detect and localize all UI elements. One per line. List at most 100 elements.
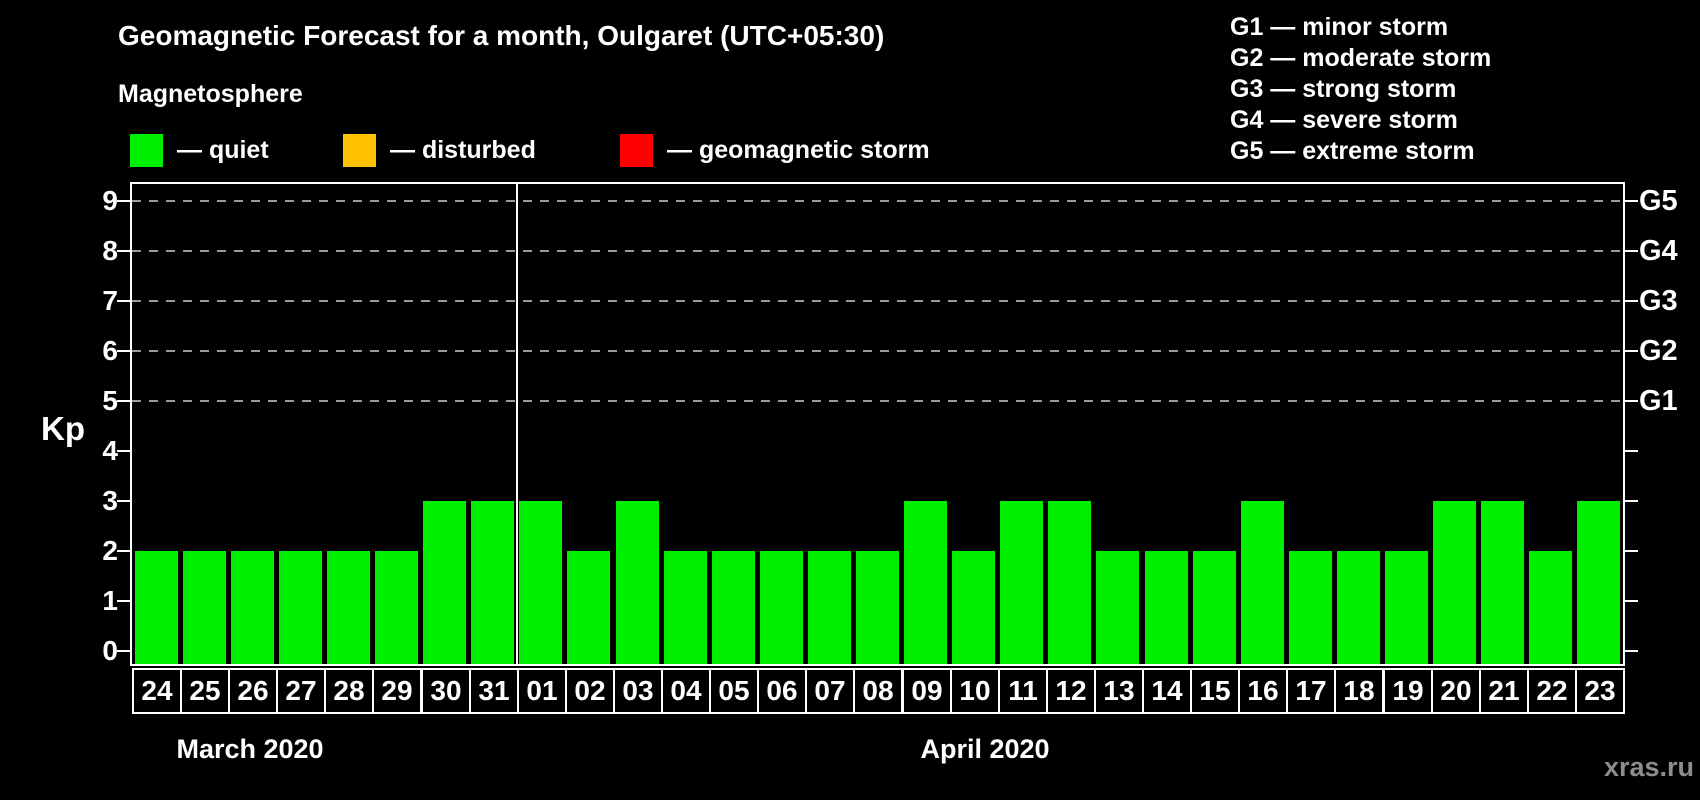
gridline-kp9 [132,200,1623,202]
date-label-24: 24 [132,668,182,714]
left-tick-kp6 [117,350,130,352]
date-label-18: 18 [1334,668,1384,714]
left-tick-kp1 [117,600,130,602]
date-label-11: 11 [998,668,1048,714]
date-label-19: 19 [1383,668,1433,714]
chart-title: Geomagnetic Forecast for a month, Oulgar… [118,20,885,51]
kp-bar-day-09 [904,501,947,664]
month-separator-1 [516,184,518,664]
plot-inner [117,184,1638,664]
kp-tick-label-1: 1 [102,585,118,616]
geomagnetic-storm-color-swatch [620,133,653,167]
kp-bar-day-11 [1000,501,1043,664]
date-label-12: 12 [1046,668,1096,714]
g-tick-label-G2: G2 [1639,335,1678,367]
kp-bar-day-25 [183,551,226,664]
g-legend-line-3: G3 — strong storm [1230,75,1457,103]
date-label-09: 09 [902,668,952,714]
kp-bar-day-18 [1337,551,1380,664]
right-tick-kp9 [1625,200,1638,202]
kp-tick-label-0: 0 [102,635,118,666]
kp-bar-day-29 [375,551,418,664]
kp-bar-day-28 [327,551,370,664]
left-tick-kp8 [117,250,130,252]
date-label-27: 27 [276,668,326,714]
g-legend-line-1: G1 — minor storm [1230,13,1449,41]
kp-tick-label-9: 9 [102,185,118,216]
gridline-kp5 [132,400,1623,402]
date-label-25: 25 [180,668,230,714]
left-tick-kp3 [117,500,130,502]
kp-bar-day-21 [1481,501,1524,664]
g-legend-line-5: G5 — extreme storm [1230,137,1475,165]
kp-bar-day-16 [1241,501,1284,664]
date-label-13: 13 [1094,668,1144,714]
kp-bar-day-14 [1145,551,1188,664]
legend-item-quiet: — quiet [130,133,269,167]
right-tick-kp5 [1625,400,1638,402]
date-label-02: 02 [565,668,615,714]
kp-bar-day-20 [1433,501,1476,664]
kp-bar-day-05 [712,551,755,664]
g-tick-label-G5: G5 [1639,185,1678,217]
quiet-color-swatch [130,133,163,167]
right-tick-kp8 [1625,250,1638,252]
kp-bar-day-26 [231,551,274,664]
right-tick-kp4 [1625,450,1638,452]
kp-bar-day-27 [279,551,322,664]
kp-tick-label-4: 4 [102,435,118,466]
legend-label-quiet: — quiet [177,135,269,164]
date-label-03: 03 [613,668,663,714]
date-label-07: 07 [805,668,855,714]
kp-bar-day-12 [1048,501,1091,664]
plot-area [117,182,1638,666]
date-label-04: 04 [661,668,711,714]
date-label-01: 01 [517,668,567,714]
date-label-28: 28 [324,668,374,714]
kp-tick-label-8: 8 [102,235,118,266]
left-tick-kp9 [117,200,130,202]
date-label-31: 31 [469,668,519,714]
kp-bar-day-31 [471,501,514,664]
kp-bar-day-30 [423,501,466,664]
kp-bar-day-02 [567,551,610,664]
date-label-16: 16 [1238,668,1288,714]
g-tick-label-G4: G4 [1639,235,1678,267]
date-label-30: 30 [421,668,471,714]
kp-bar-day-19 [1385,551,1428,664]
kp-bar-day-24 [135,551,178,664]
legend-item-disturbed: — disturbed [343,133,536,167]
kp-tick-label-5: 5 [102,385,118,416]
kp-bar-day-13 [1096,551,1139,664]
kp-bar-day-23 [1577,501,1620,664]
kp-bar-day-22 [1529,551,1572,664]
right-tick-kp7 [1625,300,1638,302]
kp-bar-day-17 [1289,551,1332,664]
left-tick-kp7 [117,300,130,302]
date-label-05: 05 [709,668,759,714]
left-tick-kp4 [117,450,130,452]
g-legend-line-2: G2 — moderate storm [1230,44,1492,72]
date-label-14: 14 [1142,668,1192,714]
watermark: xras.ru [1603,752,1694,782]
date-label-15: 15 [1190,668,1240,714]
left-tick-kp0 [117,650,130,652]
kp-tick-label-2: 2 [102,535,118,566]
y-axis-title: Kp [41,410,85,447]
kp-bar-day-08 [856,551,899,664]
kp-bar-day-07 [808,551,851,664]
kp-bar-day-10 [952,551,995,664]
date-label-22: 22 [1527,668,1577,714]
g-tick-label-G1: G1 [1639,385,1678,417]
legend-item-geomagnetic-storm: — geomagnetic storm [620,133,930,167]
legend-label-geomagnetic-storm: — geomagnetic storm [667,135,930,164]
left-tick-kp2 [117,550,130,552]
kp-tick-label-3: 3 [102,485,118,516]
gridline-kp7 [132,300,1623,302]
kp-bar-day-04 [664,551,707,664]
kp-tick-label-6: 6 [102,335,118,366]
kp-bar-day-03 [616,501,659,664]
date-label-26: 26 [228,668,278,714]
g-tick-label-G3: G3 [1639,285,1678,317]
